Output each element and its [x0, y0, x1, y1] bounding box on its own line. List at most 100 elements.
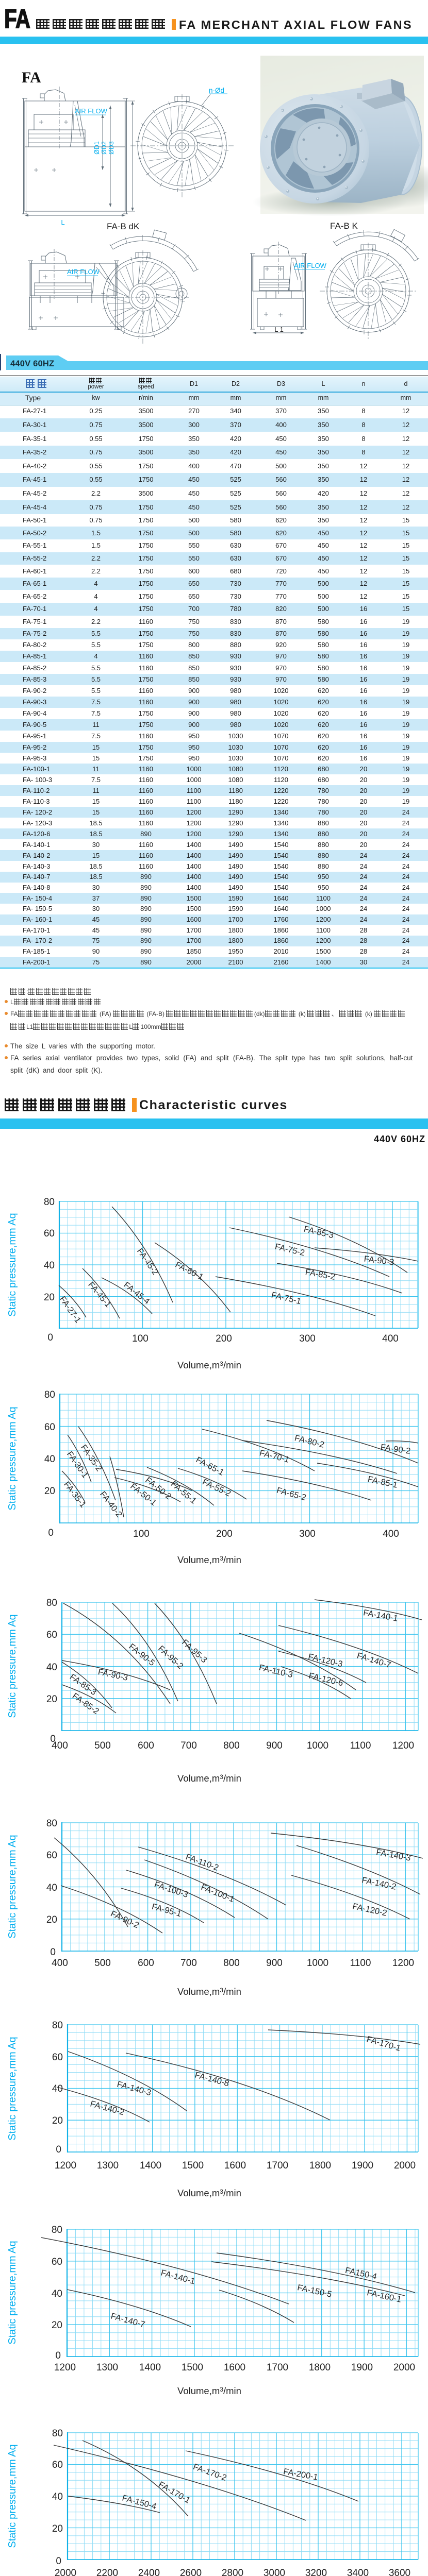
svg-text:800: 800 [223, 1958, 240, 1969]
svg-text:40: 40 [52, 2492, 63, 2502]
svg-text:1600: 1600 [224, 2362, 245, 2373]
svg-text:1200: 1200 [55, 2160, 76, 2171]
svg-text:20: 20 [52, 2115, 63, 2126]
svg-text:20: 20 [44, 1292, 55, 1303]
svg-text:L: L [61, 218, 64, 226]
svg-text:FA-35-1: FA-35-1 [62, 1480, 88, 1509]
svg-text:FA-140-3: FA-140-3 [116, 2080, 152, 2098]
svg-text:ØD1: ØD1 [93, 141, 101, 155]
svg-text:FA-140-7: FA-140-7 [110, 2312, 146, 2330]
svg-text:1800: 1800 [309, 2160, 331, 2171]
svg-text:80: 80 [52, 2020, 63, 2031]
svg-text:600: 600 [138, 1740, 154, 1751]
svg-text:40: 40 [44, 1260, 55, 1271]
svg-text:40: 40 [46, 1662, 57, 1673]
svg-text:0: 0 [56, 2144, 61, 2155]
svg-text:1200: 1200 [392, 1958, 414, 1969]
svg-text:1800: 1800 [309, 2362, 331, 2373]
svg-text:20: 20 [46, 1694, 57, 1705]
svg-text:400: 400 [52, 1958, 68, 1969]
svg-text:AIR FLOW: AIR FLOW [294, 262, 327, 269]
svg-text:20: 20 [46, 1914, 57, 1925]
svg-text:1500: 1500 [182, 2160, 204, 2171]
svg-text:1600: 1600 [224, 2160, 246, 2171]
svg-text:1400: 1400 [140, 2160, 161, 2171]
svg-text:FA-55-1: FA-55-1 [169, 1479, 199, 1506]
svg-text:100: 100 [132, 1333, 149, 1344]
svg-text:FA-85-1: FA-85-1 [367, 1475, 398, 1490]
svg-text:60: 60 [46, 1630, 57, 1640]
svg-text:FA-95-1: FA-95-1 [151, 1902, 182, 1919]
svg-text:0: 0 [48, 1528, 54, 1538]
svg-text:500: 500 [94, 1958, 111, 1969]
svg-text:1200: 1200 [392, 1740, 414, 1751]
svg-text:0: 0 [50, 1734, 56, 1744]
svg-text:60: 60 [52, 2052, 63, 2063]
svg-text:900: 900 [266, 1740, 283, 1751]
svg-text:FA-95-3: FA-95-3 [180, 1638, 209, 1665]
svg-text:1400: 1400 [139, 2362, 161, 2373]
svg-text:FA-100-3: FA-100-3 [153, 1880, 189, 1900]
svg-text:0: 0 [55, 2350, 61, 2361]
svg-text:FA-140-3: FA-140-3 [375, 1848, 411, 1863]
svg-text:700: 700 [180, 1740, 197, 1751]
svg-text:1000: 1000 [307, 1740, 328, 1751]
svg-text:FA-85-3: FA-85-3 [303, 1225, 334, 1241]
svg-text:40: 40 [46, 1883, 57, 1893]
svg-text:FA-65-2: FA-65-2 [275, 1486, 307, 1503]
svg-text:Volume,m3/min: Volume,m3/min [177, 1986, 241, 1997]
svg-text:FA-150-5: FA-150-5 [297, 2283, 333, 2299]
svg-text:2000: 2000 [393, 2362, 415, 2373]
svg-text:2200: 2200 [96, 2568, 118, 2576]
svg-text:20: 20 [52, 2523, 63, 2534]
svg-text:80: 80 [52, 2225, 62, 2235]
svg-text:2400: 2400 [138, 2568, 160, 2576]
svg-text:n-Ød: n-Ød [209, 87, 224, 94]
svg-text:FA-140-2: FA-140-2 [361, 1875, 397, 1892]
svg-text:700: 700 [180, 1958, 197, 1969]
svg-text:Static pressure,mm Aq: Static pressure,mm Aq [7, 1614, 18, 1718]
svg-text:2800: 2800 [222, 2568, 243, 2576]
svg-text:60: 60 [52, 2460, 63, 2470]
svg-text:FA-55-2: FA-55-2 [201, 1477, 233, 1498]
svg-text:20: 20 [52, 2320, 62, 2331]
svg-text:Volume,m3/min: Volume,m3/min [177, 2385, 241, 2396]
svg-text:FA-110-2: FA-110-2 [185, 1852, 220, 1873]
svg-text:Volume,m3/min: Volume,m3/min [177, 2188, 241, 2198]
svg-text:1900: 1900 [352, 2160, 373, 2171]
svg-text:100: 100 [133, 1529, 150, 1539]
svg-text:80: 80 [44, 1389, 55, 1400]
svg-text:400: 400 [382, 1333, 399, 1344]
svg-text:400: 400 [52, 1740, 68, 1751]
svg-text:FA-200-1: FA-200-1 [283, 2467, 319, 2482]
svg-text:FA-95-2: FA-95-2 [156, 1644, 185, 1671]
svg-text:FA-B K: FA-B K [330, 221, 358, 231]
svg-text:1300: 1300 [96, 2362, 118, 2373]
svg-text:60: 60 [44, 1228, 55, 1239]
svg-text:80: 80 [52, 2428, 63, 2439]
svg-text:200: 200 [216, 1529, 233, 1539]
svg-text:1000: 1000 [307, 1958, 328, 1969]
svg-text:FA-140-2: FA-140-2 [89, 2099, 125, 2117]
svg-text:AIR FLOW: AIR FLOW [67, 268, 100, 276]
svg-text:AIR FLOW: AIR FLOW [75, 107, 108, 115]
svg-text:900: 900 [266, 1958, 283, 1969]
svg-text:300: 300 [299, 1333, 316, 1344]
svg-text:1500: 1500 [182, 2362, 203, 2373]
svg-text:Static pressure,mm Aq: Static pressure,mm Aq [7, 1213, 18, 1316]
svg-text:600: 600 [138, 1958, 154, 1969]
svg-text:40: 40 [52, 2289, 62, 2299]
svg-text:3200: 3200 [305, 2568, 327, 2576]
svg-text:1700: 1700 [267, 2362, 288, 2373]
svg-text:Static pressure,mm Aq: Static pressure,mm Aq [7, 2444, 18, 2548]
svg-text:0: 0 [56, 2556, 61, 2567]
svg-text:0: 0 [50, 1947, 56, 1958]
svg-text:60: 60 [44, 1422, 55, 1433]
svg-text:FA-60-1: FA-60-1 [174, 1260, 205, 1282]
svg-text:Volume,m3/min: Volume,m3/min [177, 1360, 241, 1370]
svg-text:FA-B dK: FA-B dK [107, 222, 140, 231]
svg-text:Static pressure,mm Aq: Static pressure,mm Aq [7, 1406, 18, 1510]
svg-text:0: 0 [47, 1332, 53, 1343]
svg-text:FA-120-6: FA-120-6 [308, 1671, 344, 1688]
svg-text:1100: 1100 [350, 1740, 371, 1751]
